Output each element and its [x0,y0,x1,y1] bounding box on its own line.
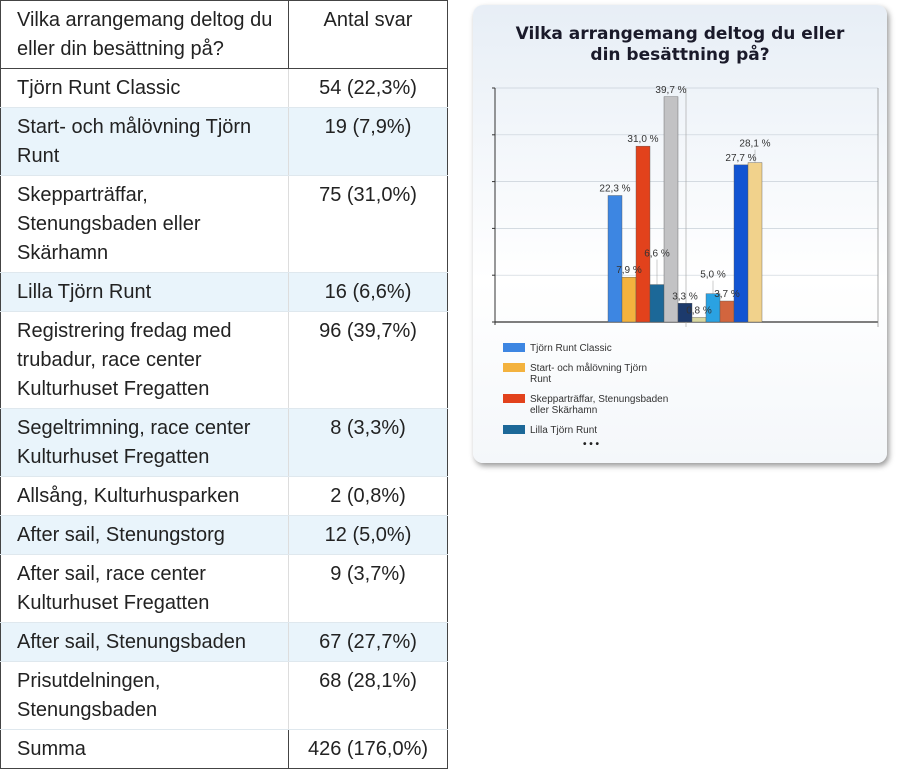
data-label: 3,7 % [714,289,740,300]
responses-table: Vilka arrangemang deltog du eller din be… [0,0,448,769]
table-row: Start- och målövning Tjörn Runt 19 (7,9%) [0,107,448,176]
bar [747,162,763,323]
response-count: 8 (3,3%) [288,408,448,477]
legend-swatch [503,363,525,372]
event-name: Prisutdelningen, Stenungsbaden [0,661,289,730]
legend-entry: Skepparträffar, Stenungsbaden eller Skärh… [530,394,668,416]
bar [649,284,665,323]
table-row: After sail, Stenungsbaden 67 (27,7%) [0,622,448,662]
legend-swatch [503,343,525,352]
bar [691,317,707,323]
bar [635,145,651,323]
response-count: 67 (27,7%) [288,622,448,662]
bar [621,276,637,323]
chart-card: Vilka arrangemang deltog du eller din bes… [473,5,887,463]
total-row: Summa 426 (176,0%) [0,729,448,769]
event-name: After sail, race center Kulturhuset Freg… [0,554,289,623]
table-row: Prisutdelningen, Stenungsbaden 68 (28,1%) [0,661,448,730]
data-label: 31,0 % [627,134,658,145]
bar [677,303,693,323]
response-count: 16 (6,6%) [288,272,448,312]
event-name: Registrering fredag med trubadur, race c… [0,311,289,409]
response-count: 96 (39,7%) [288,311,448,409]
legend-swatch [503,394,525,403]
table-row: After sail, Stenungstorg 12 (5,0%) [0,515,448,555]
header-count: Antal svar [288,0,448,69]
data-label: 7,9 % [616,265,642,276]
event-name: Segeltrimning, race center Kulturhuset F… [0,408,289,477]
event-name: Tjörn Runt Classic [0,68,289,108]
event-name: Allsång, Kulturhusparken [0,476,289,516]
legend-more[interactable]: • • • [583,439,600,450]
response-count: 12 (5,0%) [288,515,448,555]
legend-swatch [503,425,525,434]
legend-entry: Start- och målövning Tjörn Runt [530,362,647,385]
header-question: Vilka arrangemang deltog du eller din be… [0,0,289,69]
event-name: Start- och målövning Tjörn Runt [0,107,289,176]
total-value: 426 (176,0%) [288,729,448,769]
bar [719,300,735,323]
data-label: 6,6 % [644,249,670,260]
table-row: Lilla Tjörn Runt 16 (6,6%) [0,272,448,312]
table-row: Tjörn Runt Classic 54 (22,3%) [0,68,448,108]
table-row: Allsång, Kulturhusparken 2 (0,8%) [0,476,448,516]
event-name: Skepparträffar, Stenungsbaden eller Skär… [0,175,289,273]
table-row: Skepparträffar, Stenungsbaden eller Skär… [0,175,448,273]
data-label: 3,3 % [672,291,698,302]
data-label: 27,7 % [725,153,756,164]
data-label: 39,7 % [655,85,686,96]
table-row: After sail, race center Kulturhuset Freg… [0,554,448,623]
data-label: 0,8 % [686,305,712,316]
response-count: 9 (3,7%) [288,554,448,623]
response-count: 75 (31,0%) [288,175,448,273]
table-row: Segeltrimning, race center Kulturhuset F… [0,408,448,477]
bar-chart: Vilka arrangemang deltog du eller din bes… [492,24,879,450]
data-label: 28,1 % [739,139,770,150]
event-name: Lilla Tjörn Runt [0,272,289,312]
legend-entry: Lilla Tjörn Runt [530,425,597,436]
response-count: 19 (7,9%) [288,107,448,176]
data-label: 22,3 % [599,183,630,194]
event-name: After sail, Stenungstorg [0,515,289,555]
response-count: 2 (0,8%) [288,476,448,516]
bar [663,96,679,323]
event-name: After sail, Stenungsbaden [0,622,289,662]
chart-title: Vilka arrangemang deltog du eller din bes… [516,24,845,65]
legend-entry: Tjörn Runt Classic [530,343,612,354]
bar [607,195,623,323]
response-count: 68 (28,1%) [288,661,448,730]
data-label: 5,0 % [700,270,726,281]
total-label: Summa [0,729,289,769]
response-count: 54 (22,3%) [288,68,448,108]
table-row: Registrering fredag med trubadur, race c… [0,311,448,409]
